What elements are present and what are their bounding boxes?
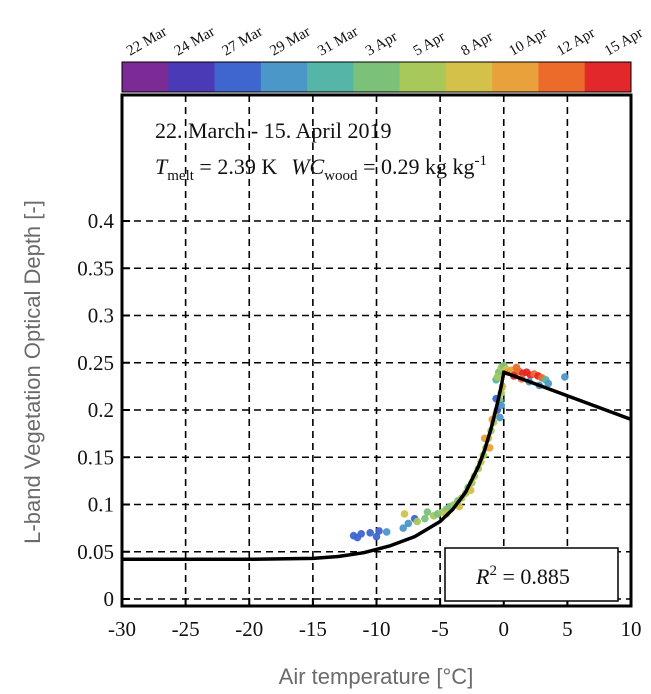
y-tick-label: 0.3 <box>88 304 114 328</box>
data-point <box>423 508 432 516</box>
data-point <box>421 514 429 523</box>
r2-box <box>444 547 619 602</box>
data-point <box>366 529 374 537</box>
colorbar-segment <box>307 62 354 92</box>
data-point <box>404 519 413 528</box>
data-point <box>561 373 569 381</box>
colorbar-label: 24 Mar <box>172 24 218 60</box>
colorbar-label: 8 Apr <box>459 29 496 60</box>
x-tick-label: -5 <box>431 617 449 641</box>
colorbar-segment <box>584 62 632 92</box>
data-point <box>399 524 408 532</box>
colorbar-segment <box>122 62 169 92</box>
x-axis: -30 -25 -20 -15 -10 -5 0 5 10 <box>108 598 642 641</box>
data-point <box>496 413 504 422</box>
y-tick-label: 0.25 <box>77 351 114 375</box>
y-axis: 0 0.05 0.1 0.15 0.2 0.25 0.3 0.35 0.4 <box>77 209 130 611</box>
parameter-line: Tmelt = 2.39 K WCwood = 0.29 kg kg-1 <box>155 153 487 184</box>
x-tick-label: -15 <box>299 617 327 641</box>
y-tick-label: 0.4 <box>88 209 115 233</box>
chart-title: 22. March - 15. April 2019 <box>155 118 391 143</box>
colorbar-segment <box>445 62 493 92</box>
colorbar-segment <box>399 62 447 92</box>
x-tick-label: -30 <box>108 617 136 641</box>
data-point <box>497 401 506 410</box>
colorbar-label: 31 Mar <box>315 24 361 60</box>
colorbar-segment <box>353 62 401 92</box>
data-point <box>353 533 362 542</box>
y-tick-label: 0.15 <box>77 445 114 469</box>
x-tick-label: -10 <box>363 617 391 641</box>
x-tick-label: -20 <box>235 617 263 641</box>
y-tick-label: 0.2 <box>88 398 114 422</box>
colorbar-segment <box>492 62 539 92</box>
colorbar-label: 27 Mar <box>220 24 266 60</box>
r2-label: R2 = 0.885 <box>475 563 570 589</box>
colorbar-label: 15 Apr <box>602 25 646 59</box>
colorbar: 22 Mar 24 Mar 27 Mar 29 Mar 31 Mar 3 Apr 5 Apr… <box>121 24 646 93</box>
data-point <box>372 532 381 541</box>
y-tick-label: 0.05 <box>77 540 114 564</box>
colorbar-label: 10 Apr <box>506 25 550 59</box>
data-point <box>544 379 553 388</box>
data-point <box>400 510 409 518</box>
x-tick-label: 10 <box>621 617 642 641</box>
colorbar-segment <box>260 62 308 92</box>
scatter-points <box>349 361 569 542</box>
data-point <box>512 363 521 372</box>
y-tick-label: 0 <box>104 587 115 611</box>
colorbar-label: 22 Mar <box>124 24 170 60</box>
colorbar-frame <box>121 61 632 93</box>
model-curve <box>122 370 632 562</box>
x-tick-label: -25 <box>172 617 200 641</box>
data-point <box>485 444 494 452</box>
colorbar-label: 12 Apr <box>554 25 598 59</box>
y-tick-label: 0.1 <box>88 493 114 517</box>
colorbar-label: 5 Apr <box>411 29 448 60</box>
data-point <box>493 373 502 381</box>
data-point <box>375 527 383 535</box>
x-tick-label: 0 <box>499 617 510 641</box>
colorbar-segment <box>168 62 216 92</box>
colorbar-segment <box>538 62 586 92</box>
data-point <box>413 517 422 526</box>
x-axis-title: Air temperature [°C] <box>279 664 474 689</box>
colorbar-label: 29 Mar <box>267 24 313 60</box>
data-point <box>382 528 391 536</box>
colorbar-label: 3 Apr <box>363 29 400 60</box>
x-tick-label: 5 <box>562 617 573 641</box>
y-axis-title: L-band Vegetation Optical Depth [-] <box>20 200 45 544</box>
y-tick-label: 0.35 <box>77 256 114 280</box>
colorbar-segment <box>214 62 262 92</box>
